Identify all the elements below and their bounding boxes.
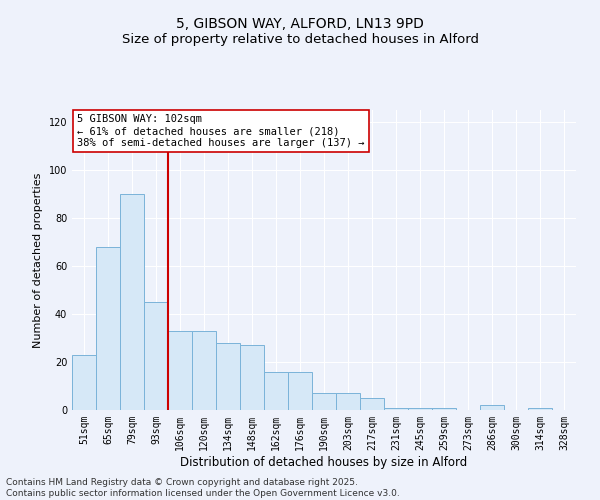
Bar [360,398,384,410]
Bar [96,247,120,410]
Bar [120,194,144,410]
Text: 5 GIBSON WAY: 102sqm
← 61% of detached houses are smaller (218)
38% of semi-deta: 5 GIBSON WAY: 102sqm ← 61% of detached h… [77,114,365,148]
Bar [288,372,312,410]
Bar [168,331,192,410]
Bar [528,408,552,410]
X-axis label: Distribution of detached houses by size in Alford: Distribution of detached houses by size … [181,456,467,468]
Bar [144,302,168,410]
Bar [408,408,432,410]
Text: Contains HM Land Registry data © Crown copyright and database right 2025.
Contai: Contains HM Land Registry data © Crown c… [6,478,400,498]
Text: Size of property relative to detached houses in Alford: Size of property relative to detached ho… [121,32,479,46]
Text: 5, GIBSON WAY, ALFORD, LN13 9PD: 5, GIBSON WAY, ALFORD, LN13 9PD [176,18,424,32]
Bar [312,393,336,410]
Bar [240,345,264,410]
Bar [336,393,360,410]
Y-axis label: Number of detached properties: Number of detached properties [33,172,43,348]
Bar [384,408,408,410]
Bar [264,372,288,410]
Bar [216,343,240,410]
Bar [480,405,504,410]
Bar [192,331,216,410]
Bar [432,408,456,410]
Bar [72,355,96,410]
